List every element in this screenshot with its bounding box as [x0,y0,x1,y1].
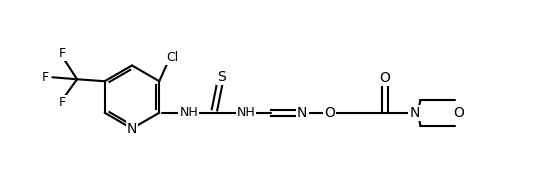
Text: O: O [324,106,335,120]
Text: Cl: Cl [166,51,178,64]
Text: S: S [217,70,226,84]
Text: O: O [453,106,464,120]
Text: NH: NH [237,106,256,119]
Text: N: N [297,106,308,120]
Text: N: N [127,122,137,136]
Text: N: N [410,106,420,120]
Text: F: F [42,71,49,84]
Text: NH: NH [180,106,198,119]
Text: O: O [379,71,390,85]
Text: F: F [59,96,66,109]
Text: F: F [59,47,66,60]
